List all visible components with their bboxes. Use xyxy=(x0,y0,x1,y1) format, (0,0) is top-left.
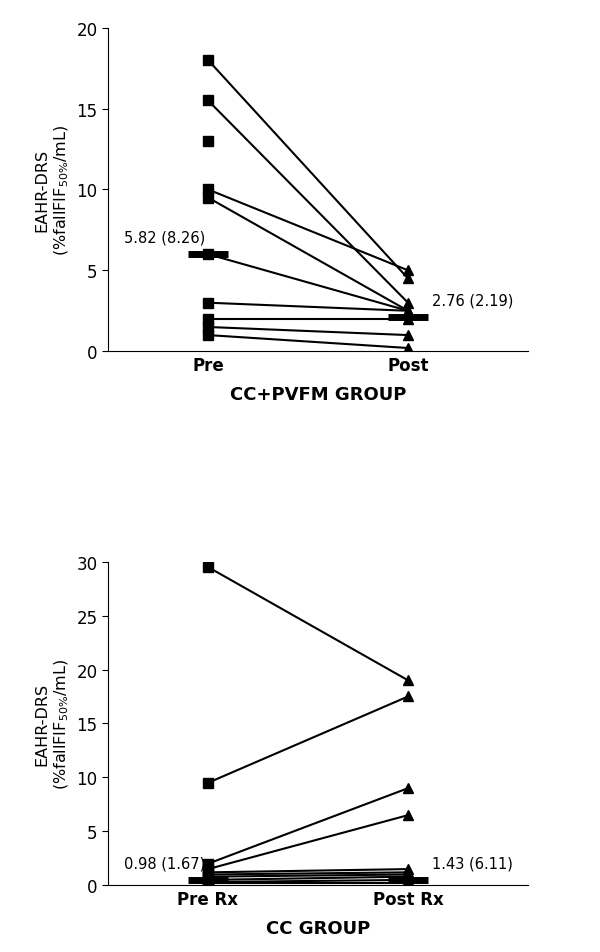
Text: 2.76 (2.19): 2.76 (2.19) xyxy=(432,293,514,308)
X-axis label: CC GROUP: CC GROUP xyxy=(266,920,370,938)
Y-axis label: EAHR-DRS
(%fallFIF$_{50\%}$/mL): EAHR-DRS (%fallFIF$_{50\%}$/mL) xyxy=(35,658,71,789)
Text: 0.98 (1.67): 0.98 (1.67) xyxy=(124,855,205,870)
Y-axis label: EAHR-DRS
(%fallFIF$_{50\%}$/mL): EAHR-DRS (%fallFIF$_{50\%}$/mL) xyxy=(35,125,71,256)
Text: 5.82 (8.26): 5.82 (8.26) xyxy=(124,230,205,246)
Text: 1.43 (6.11): 1.43 (6.11) xyxy=(432,855,513,870)
X-axis label: CC+PVFM GROUP: CC+PVFM GROUP xyxy=(230,386,406,404)
